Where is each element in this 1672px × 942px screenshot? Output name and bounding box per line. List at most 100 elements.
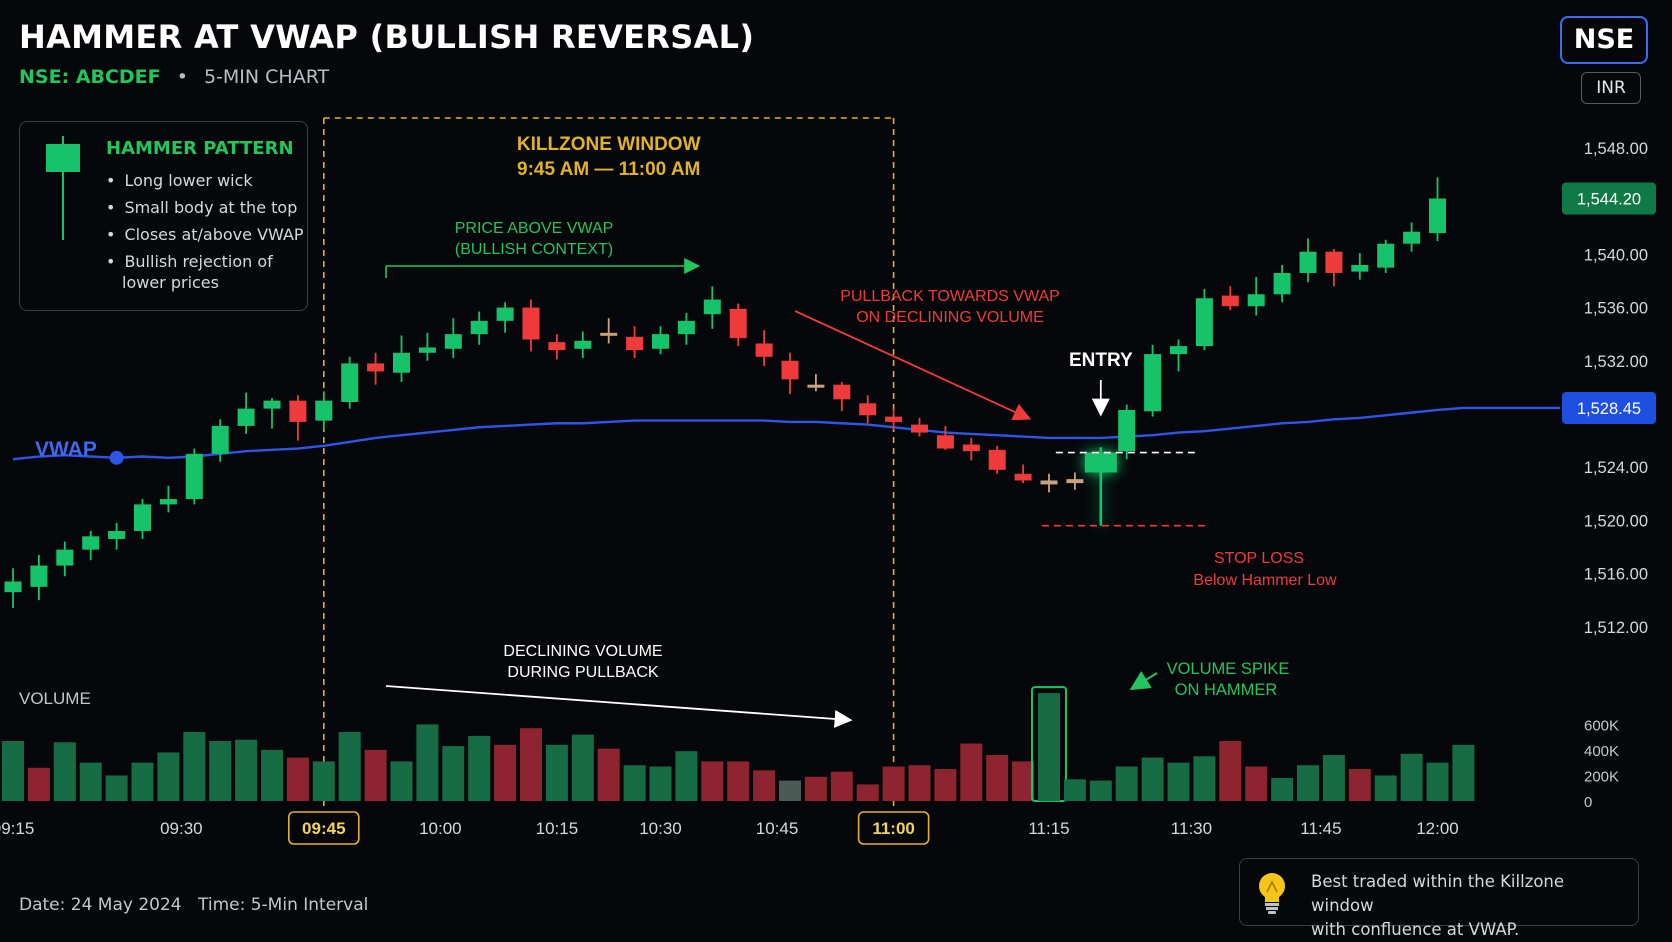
volume-bar: [856, 784, 879, 801]
candle-body: [289, 400, 307, 422]
candle: [677, 312, 695, 345]
legend-item: Bullish rejection of lower prices: [106, 251, 304, 293]
last-price-badge: [1562, 182, 1656, 215]
x-tick-label: 11:00: [872, 819, 915, 838]
volume-bar: [1063, 779, 1086, 801]
candle: [30, 554, 48, 601]
candle-body: [185, 453, 203, 500]
volume-bar: [1115, 766, 1138, 801]
entry-label: ENTRY: [1069, 350, 1133, 371]
candle: [393, 335, 410, 383]
volume-bar: [1348, 769, 1371, 801]
candle-body: [393, 352, 410, 373]
vwap-marker: [109, 450, 124, 465]
candle: [418, 332, 436, 361]
x-tick-label: 11:15: [1028, 819, 1069, 838]
candle-body: [1299, 251, 1317, 273]
candle-body: [1429, 198, 1446, 234]
volume-bar: [779, 780, 801, 801]
candle-body: [548, 342, 566, 351]
date-label: Date: 24 May 2024: [19, 895, 182, 915]
candle: [988, 445, 1006, 474]
volume-bar: [727, 761, 750, 801]
volume-bar: [1245, 766, 1268, 801]
last-price-label: 1,544.20: [1577, 190, 1641, 208]
volume-bar: [1426, 762, 1449, 801]
candle: [548, 334, 566, 360]
candle-body: [600, 332, 618, 336]
volume-bar: [520, 728, 542, 801]
candle-body: [82, 536, 100, 550]
x-tick-label: 09:15: [0, 819, 34, 838]
candle-body: [1118, 409, 1136, 452]
x-tick-label: 11:30: [1171, 819, 1212, 838]
volume-bar: [649, 766, 672, 801]
candle: [367, 352, 385, 385]
candle: [1066, 472, 1084, 490]
candle: [1377, 239, 1395, 273]
volume-bar: [79, 762, 102, 801]
x-tick-highlight: [287, 811, 360, 845]
legend-item: Long lower wick: [106, 167, 304, 194]
volume-bar: [1012, 761, 1035, 801]
candle-body: [1084, 452, 1117, 473]
candle: [56, 541, 74, 577]
candle: [1170, 339, 1187, 372]
volume-bar: [183, 732, 206, 801]
volume-bar: [468, 735, 491, 801]
candle-body: [315, 400, 333, 421]
hammer-icon: [46, 136, 80, 240]
annotation-text: DECLINING VOLUME: [503, 643, 662, 660]
volume-bar: [571, 734, 594, 801]
candle-body: [1247, 294, 1265, 307]
volume-bar: [442, 746, 465, 801]
candle-body: [962, 444, 980, 452]
x-tick-label: 10:30: [639, 819, 682, 838]
tip-line: with confluence at VWAP.: [1311, 920, 1520, 939]
candle: [859, 395, 877, 424]
y-tick-label: 1,540.00: [1584, 246, 1648, 264]
annotation-text: ON HAMMER: [1175, 681, 1278, 699]
volume-bar: [1271, 778, 1294, 801]
volume-bar: [545, 744, 568, 801]
volume-bar: [908, 765, 931, 801]
volume-bar: [1322, 755, 1345, 801]
candle: [911, 417, 928, 437]
candle: [470, 311, 488, 345]
candle: [1247, 276, 1265, 316]
annotation-text: (BULLISH CONTEXT): [455, 241, 613, 258]
volume-bar: [1038, 693, 1060, 801]
volume-bar: [416, 724, 439, 801]
volume-bar: [675, 751, 698, 801]
volume-bar: [1193, 756, 1216, 801]
candle: [263, 397, 281, 429]
candle: [652, 326, 669, 355]
volume-bar: [830, 771, 853, 801]
candle-body: [418, 347, 436, 353]
page-title: HAMMER AT VWAP (BULLISH REVERSAL): [19, 18, 755, 56]
candle: [134, 499, 151, 539]
y-tick-label: 1,532.00: [1584, 353, 1648, 371]
volume-bar: [27, 767, 50, 801]
vwap-price-badge: [1562, 391, 1656, 424]
declining-volume-arrow: [385, 685, 853, 728]
candle-body: [237, 408, 255, 426]
candle-body: [1351, 264, 1369, 272]
volume-bar: [105, 775, 128, 801]
legend-item: Closes at/above VWAP: [106, 221, 303, 248]
legend-item-line: lower prices: [122, 273, 219, 292]
candle-body: [755, 343, 773, 357]
volume-bar: [53, 742, 76, 801]
volume-spike-arrow: [1129, 671, 1158, 691]
volume-bar: [1141, 757, 1164, 801]
x-tick-label: 12:00: [1416, 819, 1459, 838]
volume-bar: [286, 757, 309, 801]
candle: [211, 419, 229, 462]
killzone-title: KILLZONE WINDOW: [517, 134, 701, 155]
tip-box: [1239, 858, 1639, 926]
y-tick-label: 1,548.00: [1584, 140, 1648, 158]
x-tick-label: 10:00: [419, 819, 462, 838]
subtitle-separator: •: [176, 66, 188, 88]
candle: [807, 374, 825, 392]
volume-bar: [338, 732, 361, 801]
